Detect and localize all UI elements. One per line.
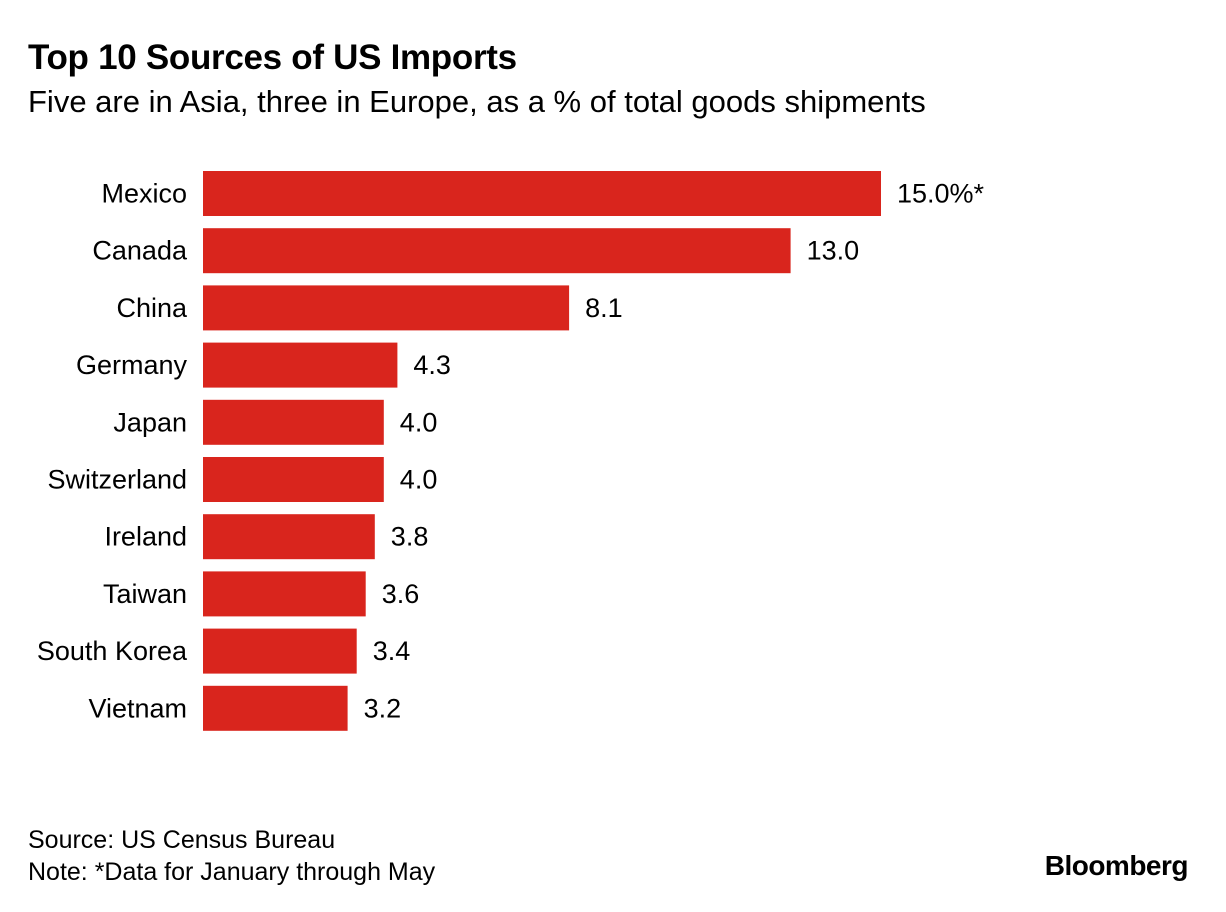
bar-china bbox=[203, 285, 570, 331]
bar-mexico bbox=[203, 171, 881, 216]
chart-subtitle: Five are in Asia, three in Europe, as a … bbox=[28, 84, 926, 119]
category-label-taiwan: Taiwan bbox=[103, 579, 187, 609]
value-label-germany: 4.3 bbox=[413, 350, 451, 380]
footnote: Note: *Data for January through May bbox=[28, 858, 436, 886]
bar-japan bbox=[203, 399, 384, 445]
value-label-ireland: 3.8 bbox=[391, 522, 429, 552]
category-label-canada: Canada bbox=[92, 236, 188, 266]
source-note: Source: US Census Bureau bbox=[28, 826, 336, 854]
value-label-switzerland: 4.0 bbox=[400, 465, 438, 495]
category-label-mexico: Mexico bbox=[101, 179, 187, 209]
bar-chart: Mexico 15.0%* Canada 13.0 China 8.1 Germany 4.3… bbox=[37, 171, 985, 731]
value-label-mexico: 15.0%* bbox=[897, 179, 985, 209]
category-label-vietnam: Vietnam bbox=[88, 693, 187, 723]
bar-canada bbox=[203, 228, 791, 274]
chart-title: Top 10 Sources of US Imports bbox=[28, 38, 517, 77]
bar-taiwan bbox=[203, 571, 366, 617]
value-label-south-korea: 3.4 bbox=[373, 636, 411, 666]
bar-ireland bbox=[203, 514, 375, 560]
category-label-ireland: Ireland bbox=[104, 522, 187, 552]
category-label-china: China bbox=[116, 293, 188, 323]
value-label-china: 8.1 bbox=[585, 293, 623, 323]
category-label-south-korea: South Korea bbox=[37, 636, 188, 666]
bar-switzerland bbox=[203, 457, 384, 502]
bar-germany bbox=[203, 342, 398, 388]
category-label-germany: Germany bbox=[76, 350, 188, 380]
value-label-vietnam: 3.2 bbox=[364, 693, 402, 723]
bloomberg-logo: Bloomberg bbox=[1044, 850, 1189, 881]
category-label-switzerland: Switzerland bbox=[47, 465, 187, 495]
bar-vietnam bbox=[203, 685, 348, 731]
bar-south-korea bbox=[203, 628, 357, 674]
category-label-japan: Japan bbox=[113, 407, 187, 437]
value-label-canada: 13.0 bbox=[807, 236, 860, 266]
value-label-japan: 4.0 bbox=[400, 407, 438, 437]
value-label-taiwan: 3.6 bbox=[382, 579, 420, 609]
